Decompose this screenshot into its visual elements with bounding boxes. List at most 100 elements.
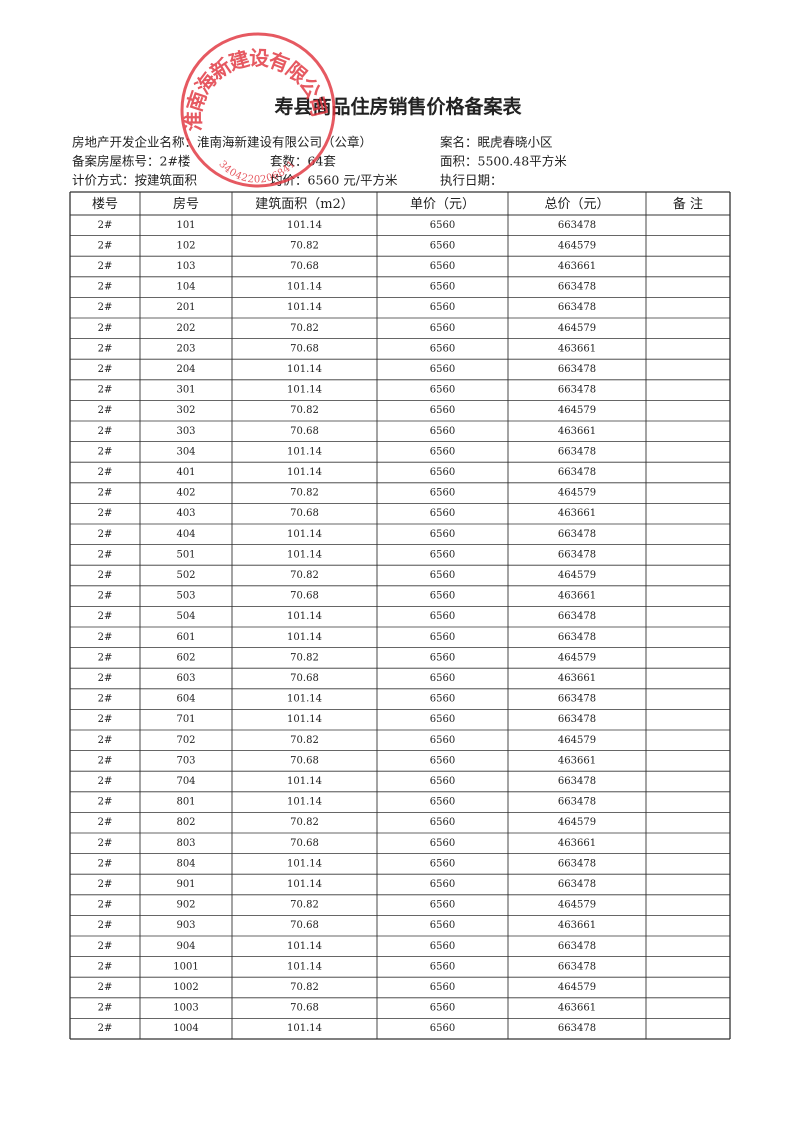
- cell: 663478: [558, 364, 596, 375]
- cell: 903: [176, 920, 195, 931]
- cell: 663478: [558, 385, 596, 396]
- cell: 101.14: [287, 694, 322, 705]
- cell: 6560: [430, 735, 455, 746]
- cell: 2#: [98, 364, 113, 375]
- cell: 70.82: [290, 652, 319, 663]
- cell: 2#: [98, 838, 113, 849]
- cell: 2#: [98, 405, 113, 416]
- cell: 6560: [430, 302, 455, 313]
- cell: 663478: [558, 220, 596, 231]
- cell: 2#: [98, 1003, 113, 1014]
- cell: 663478: [558, 797, 596, 808]
- cell: 101: [176, 220, 195, 231]
- column-header: 单价（元）: [410, 197, 475, 212]
- cell: 2#: [98, 220, 113, 231]
- cell: 6560: [430, 405, 455, 416]
- cell: 663478: [558, 941, 596, 952]
- cell: 464579: [558, 240, 596, 251]
- cell: 101.14: [287, 797, 322, 808]
- cell: 2#: [98, 982, 113, 993]
- cell: 663478: [558, 858, 596, 869]
- cell: 70.68: [290, 920, 319, 931]
- cell: 6560: [430, 920, 455, 931]
- column-header: 建筑面积（m2）: [255, 196, 354, 212]
- cell: 101.14: [287, 467, 322, 478]
- cell: 464579: [558, 652, 596, 663]
- cell: 2#: [98, 467, 113, 478]
- cell: 6560: [430, 755, 455, 766]
- cell: 463661: [558, 673, 596, 684]
- cell: 6560: [430, 467, 455, 478]
- cell: 2#: [98, 302, 113, 313]
- cell: 2#: [98, 755, 113, 766]
- cell: 663478: [558, 632, 596, 643]
- cell: 2#: [98, 240, 113, 251]
- cell: 464579: [558, 405, 596, 416]
- cell: 101.14: [287, 385, 322, 396]
- cell: 70.68: [290, 755, 319, 766]
- cell: 602: [176, 652, 195, 663]
- cell: 101.14: [287, 549, 322, 560]
- cell: 464579: [558, 323, 596, 334]
- cell: 70.82: [290, 488, 319, 499]
- cell: 6560: [430, 632, 455, 643]
- developer: 房地产开发企业名称：淮南海新建设有限公司（公章）: [72, 135, 372, 150]
- cell: 103: [176, 261, 195, 272]
- cell: 70.68: [290, 673, 319, 684]
- cell: 70.82: [290, 817, 319, 828]
- cell: 663478: [558, 446, 596, 457]
- cell: 2#: [98, 941, 113, 952]
- cell: 502: [176, 570, 195, 581]
- cell: 204: [176, 364, 195, 375]
- cell: 203: [176, 343, 195, 354]
- cell: 663478: [558, 282, 596, 293]
- cell: 6560: [430, 879, 455, 890]
- cell: 6560: [430, 858, 455, 869]
- cell: 101.14: [287, 858, 322, 869]
- stamp: 淮南海新建设有限公司 3404220206841: [180, 32, 336, 188]
- cell: 101.14: [287, 611, 322, 622]
- cell: 6560: [430, 1003, 455, 1014]
- column-header: 楼号: [92, 197, 118, 212]
- column-header: 房号: [173, 196, 199, 212]
- cell: 6560: [430, 591, 455, 602]
- cell: 2#: [98, 508, 113, 519]
- pricing: 计价方式：按建筑面积: [72, 173, 197, 188]
- cell: 663478: [558, 611, 596, 622]
- cell: 2#: [98, 879, 113, 890]
- stamp-ring: [180, 32, 336, 188]
- cell: 702: [176, 735, 195, 746]
- cell: 101.14: [287, 364, 322, 375]
- cell: 2#: [98, 343, 113, 354]
- cell: 101.14: [287, 1023, 322, 1034]
- cell: 401: [176, 467, 195, 478]
- cell: 464579: [558, 982, 596, 993]
- cell: 6560: [430, 838, 455, 849]
- cell: 2#: [98, 920, 113, 931]
- cell: 2#: [98, 673, 113, 684]
- cell: 2#: [98, 549, 113, 560]
- cell: 2#: [98, 385, 113, 396]
- cell: 464579: [558, 900, 596, 911]
- cell: 463661: [558, 343, 596, 354]
- cell: 70.82: [290, 405, 319, 416]
- column-header: 总价（元）: [544, 197, 609, 212]
- cell: 101.14: [287, 632, 322, 643]
- cell: 904: [176, 941, 195, 952]
- cell: 104: [176, 282, 195, 293]
- cell: 6560: [430, 941, 455, 952]
- cell: 6560: [430, 1023, 455, 1034]
- cell: 6560: [430, 426, 455, 437]
- cell: 101.14: [287, 776, 322, 787]
- cell: 6560: [430, 570, 455, 581]
- cell: 2#: [98, 797, 113, 808]
- cell: 2#: [98, 714, 113, 725]
- cell: 304: [176, 446, 195, 457]
- cell: 2#: [98, 591, 113, 602]
- cell: 70.68: [290, 343, 319, 354]
- cell: 504: [176, 611, 195, 622]
- cell: 663478: [558, 961, 596, 972]
- cell: 6560: [430, 240, 455, 251]
- building: 备案房屋栋号：2#楼: [72, 154, 190, 169]
